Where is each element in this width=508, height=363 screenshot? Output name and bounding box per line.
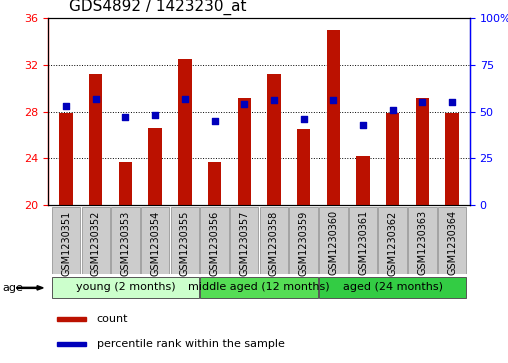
Bar [59,113,73,205]
Bar [200,277,318,298]
Bar [89,74,103,205]
Bar [438,207,466,274]
Bar [111,207,140,274]
Text: GSM1230364: GSM1230364 [447,210,457,276]
Bar [119,162,132,205]
Bar [57,317,86,321]
Bar [52,207,80,274]
Text: GSM1230353: GSM1230353 [120,210,131,276]
Text: aged (24 months): aged (24 months) [343,282,442,292]
Point [329,98,337,103]
Text: GSM1230358: GSM1230358 [269,210,279,276]
Point [181,95,189,101]
Bar [178,59,192,205]
Text: age: age [3,283,23,293]
Bar [57,342,86,346]
Text: GSM1230361: GSM1230361 [358,210,368,276]
Point [62,103,70,109]
Bar [171,207,199,274]
Bar [148,128,162,205]
Bar [260,207,288,274]
Point [210,118,218,124]
Text: percentile rank within the sample: percentile rank within the sample [97,339,284,348]
Bar [238,98,251,205]
Bar [349,207,377,274]
Bar [416,98,429,205]
Text: GSM1230363: GSM1230363 [418,210,427,276]
Bar [327,30,340,205]
Text: GSM1230360: GSM1230360 [328,210,338,276]
Bar [408,207,437,274]
Text: GDS4892 / 1423230_at: GDS4892 / 1423230_at [69,0,247,15]
Point [92,95,100,101]
Point [448,99,456,105]
Bar [319,277,466,298]
Bar [386,113,399,205]
Bar [52,277,199,298]
Text: GSM1230357: GSM1230357 [239,210,249,276]
Bar [200,207,229,274]
Bar [141,207,169,274]
Bar [378,207,407,274]
Bar [267,74,280,205]
Bar [446,113,459,205]
Text: GSM1230355: GSM1230355 [180,210,190,276]
Point [151,113,159,118]
Point [389,107,397,113]
Bar [356,156,370,205]
Bar [81,207,110,274]
Text: GSM1230359: GSM1230359 [299,210,309,276]
Bar [230,207,259,274]
Text: GSM1230351: GSM1230351 [61,210,71,276]
Point [240,101,248,107]
Bar [208,162,221,205]
Text: count: count [97,314,128,324]
Text: GSM1230356: GSM1230356 [209,210,219,276]
Point [359,122,367,128]
Point [121,114,130,120]
Point [270,98,278,103]
Bar [319,207,347,274]
Text: GSM1230362: GSM1230362 [388,210,398,276]
Text: GSM1230354: GSM1230354 [150,210,160,276]
Bar [290,207,318,274]
Text: middle aged (12 months): middle aged (12 months) [188,282,330,292]
Text: GSM1230352: GSM1230352 [91,210,101,276]
Bar [297,129,310,205]
Point [300,116,308,122]
Text: young (2 months): young (2 months) [76,282,175,292]
Point [418,99,426,105]
